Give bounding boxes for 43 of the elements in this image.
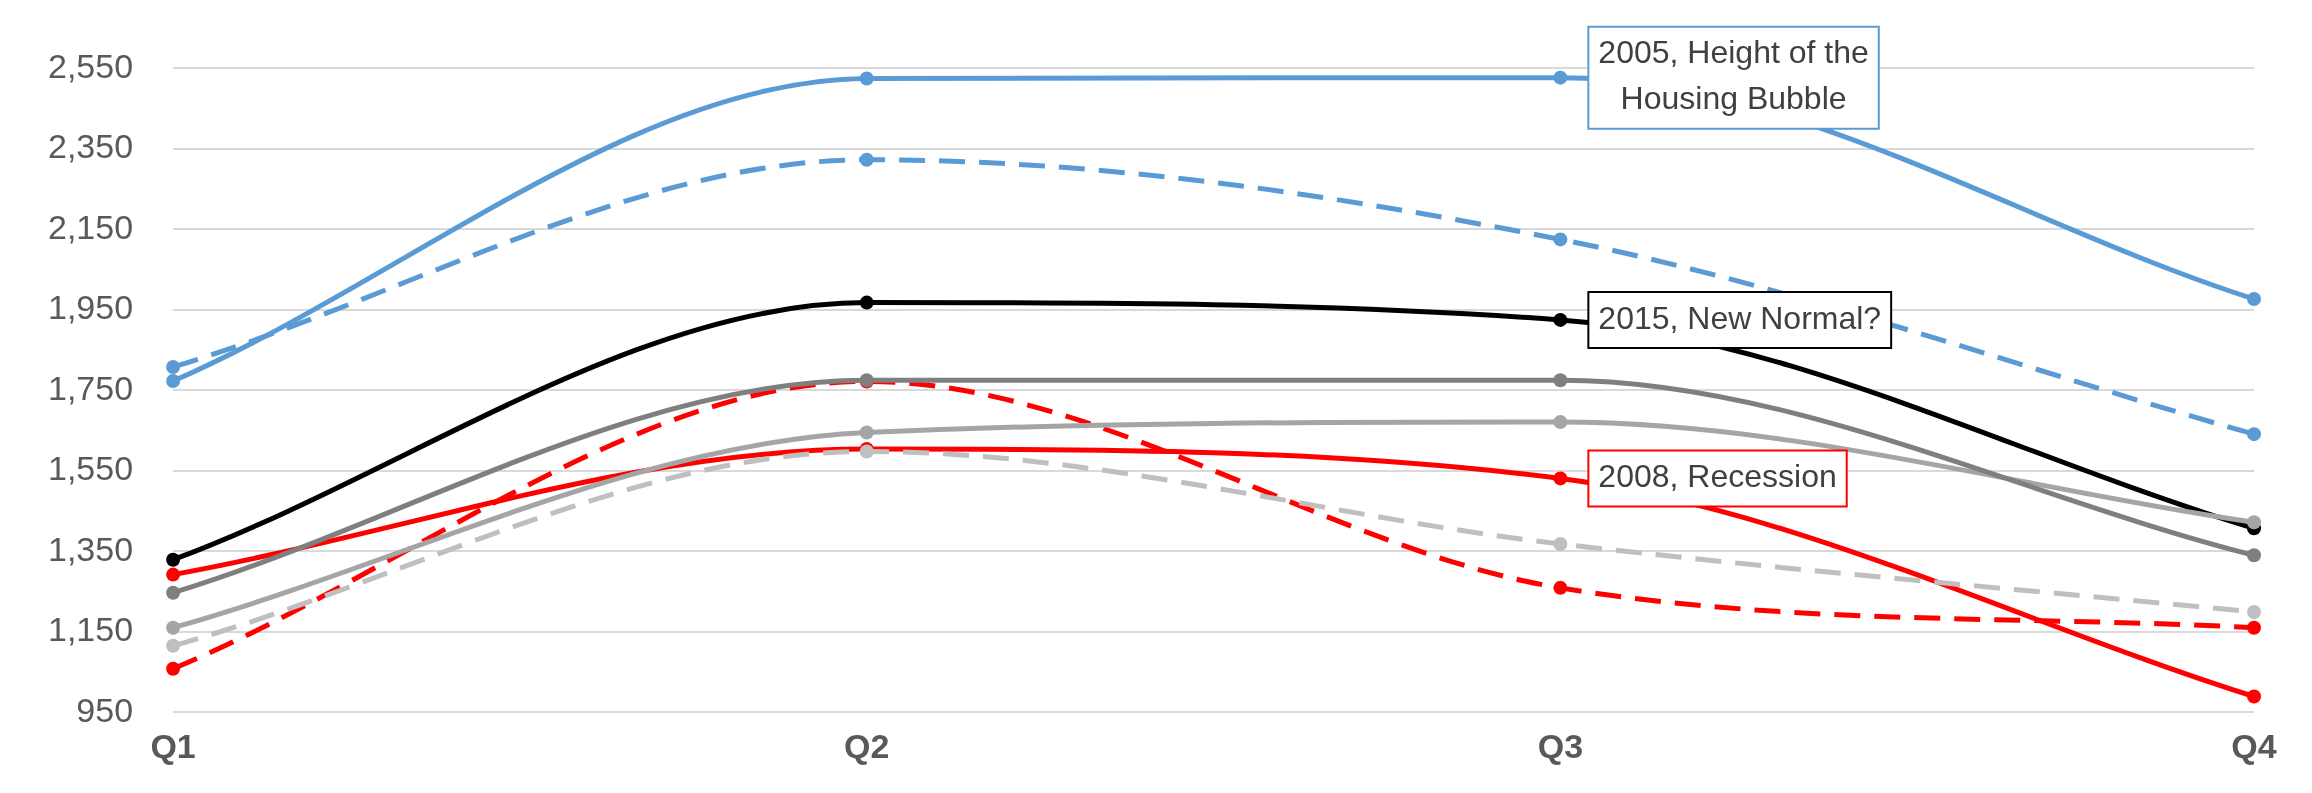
y-tick-label: 1,550 <box>47 449 134 488</box>
point <box>166 567 181 582</box>
point <box>2247 515 2261 530</box>
point <box>1553 415 1568 430</box>
point <box>859 295 874 310</box>
point <box>1553 373 1568 388</box>
x-tick-label: Q2 <box>844 726 890 765</box>
point <box>859 152 874 167</box>
point <box>166 552 181 567</box>
point <box>1553 232 1568 247</box>
point <box>2247 427 2261 442</box>
point <box>1553 312 1568 327</box>
point <box>1553 471 1568 486</box>
point <box>2247 620 2261 635</box>
y-tick-label: 2,150 <box>47 207 134 246</box>
point <box>859 425 874 440</box>
y-tick-label: 950 <box>76 690 134 729</box>
y-tick-label: 1,350 <box>47 529 134 568</box>
point <box>859 71 874 86</box>
x-tick-label: Q4 <box>2231 726 2277 765</box>
y-tick-label: 1,950 <box>47 288 134 327</box>
point <box>166 620 181 635</box>
point <box>2247 548 2261 563</box>
point <box>2247 605 2261 620</box>
y-tick-label: 2,550 <box>47 46 134 85</box>
point <box>2247 689 2261 704</box>
x-tick-label: Q3 <box>1537 726 1584 765</box>
y-tick-label: 2,350 <box>47 127 134 166</box>
point <box>166 661 181 676</box>
point <box>166 359 181 374</box>
annotation: 2008, Recession <box>1598 458 1837 495</box>
point <box>166 638 181 653</box>
point <box>166 374 181 389</box>
annotation: 2015, New Normal? <box>1598 299 1882 336</box>
point <box>1553 580 1568 595</box>
y-tick-label: 1,750 <box>47 368 134 407</box>
annotation: 2005, Height of the Housing Bubble <box>1598 34 1869 117</box>
y-tick-label: 1,150 <box>47 610 134 649</box>
point <box>1553 537 1568 552</box>
x-tick-label: Q1 <box>150 726 196 765</box>
point <box>166 585 181 600</box>
point <box>2247 291 2261 306</box>
point <box>1553 70 1568 85</box>
